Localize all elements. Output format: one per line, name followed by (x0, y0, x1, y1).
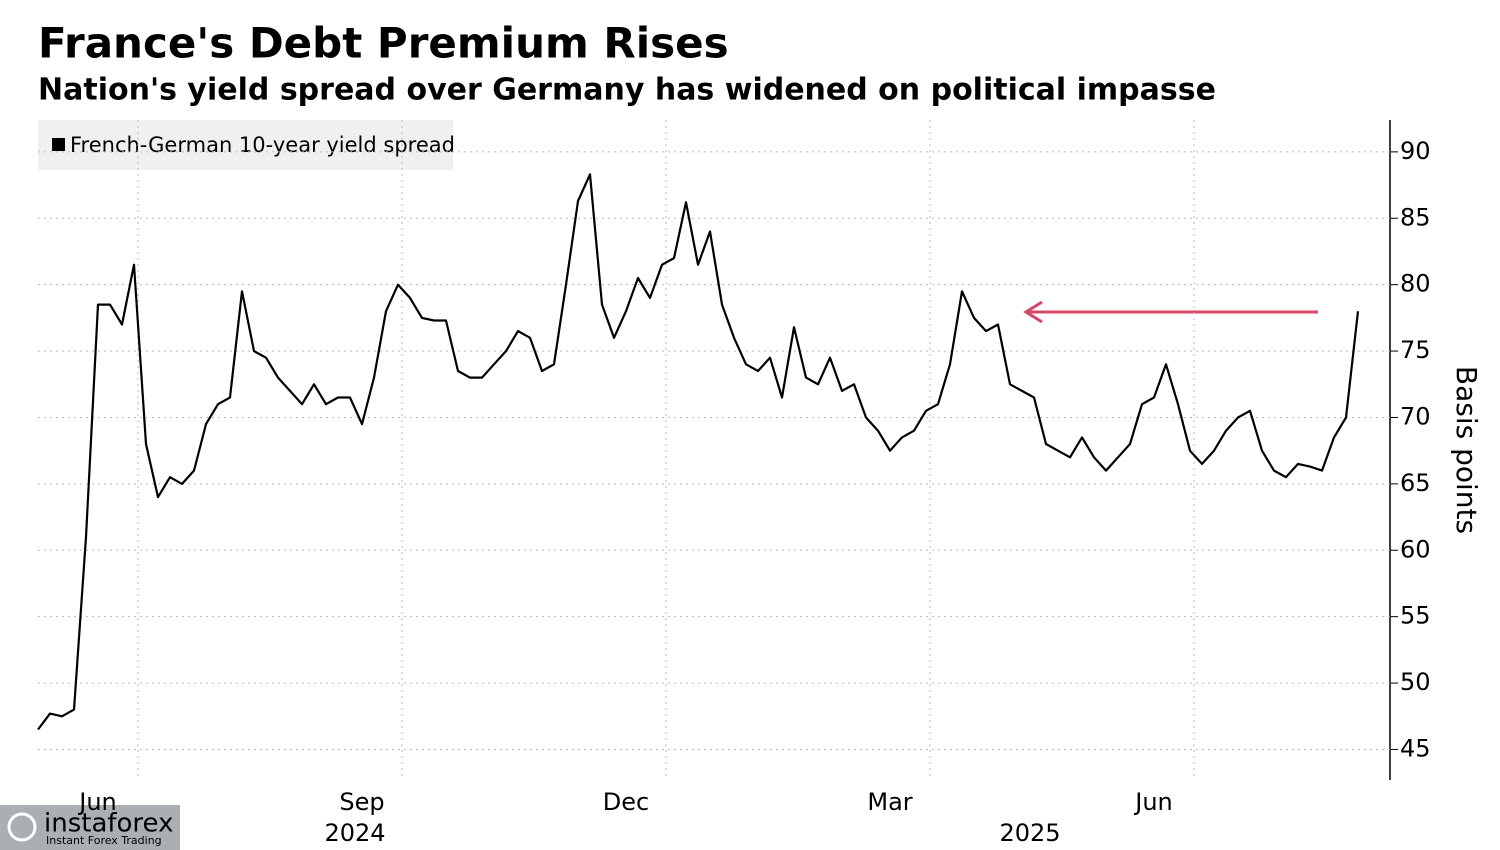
legend-swatch (52, 138, 65, 151)
chart-title: France's Debt Premium Rises (38, 19, 729, 68)
x-tick-label: Dec (603, 788, 649, 816)
y-tick-label: 60 (1400, 535, 1431, 563)
y-tick-label: 70 (1400, 402, 1431, 430)
chart-subtitle: Nation's yield spread over Germany has w… (38, 73, 1216, 108)
x-tick-label: Mar (867, 788, 912, 816)
y-tick-label: 50 (1400, 668, 1431, 696)
data-line (37, 173, 1360, 731)
watermark-name: instaforex (44, 809, 173, 839)
legend-box (38, 120, 453, 170)
watermark-bg (0, 805, 180, 850)
y-tick-label: 45 (1400, 734, 1431, 762)
x-group-label: 2025 (999, 819, 1060, 847)
watermark-logo (7, 812, 37, 842)
legend-label: French-German 10-year yield spread (70, 133, 455, 157)
y-tick-label: 80 (1400, 270, 1431, 298)
watermark: instaforex Instant Forex Trading (0, 805, 180, 850)
y-tick-label: 55 (1400, 602, 1431, 630)
y-tick-label: 75 (1400, 336, 1431, 364)
x-tick-label: Sep (339, 788, 384, 816)
y-axis-label: Basis points (1450, 366, 1483, 534)
y-tick-label: 85 (1400, 203, 1431, 231)
x-tick-label: Jun (77, 788, 117, 816)
watermark-tagline: Instant Forex Trading (46, 834, 162, 847)
annotation-arrowhead (1023, 300, 1043, 324)
y-tick-label: 90 (1400, 137, 1431, 165)
x-group-label: 2024 (324, 819, 385, 847)
x-tick-label: Jun (1133, 788, 1173, 816)
y-tick-label: 65 (1400, 469, 1431, 497)
